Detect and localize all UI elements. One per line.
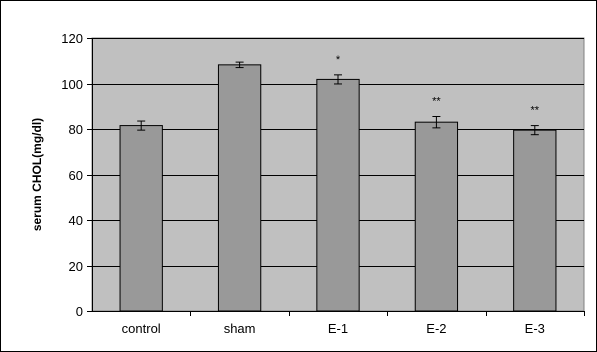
significance-label-E-2: ** xyxy=(432,95,441,107)
axes xyxy=(87,38,585,316)
bar-E-3 xyxy=(513,129,557,312)
x-tick-label-control: control xyxy=(122,321,161,336)
y-tick-label-120: 120 xyxy=(61,31,83,46)
y-axis-label: serum CHOL(mg/dl) xyxy=(30,118,44,231)
bars xyxy=(119,61,557,312)
x-tick-label-E-2: E-2 xyxy=(426,321,446,336)
y-tick-label-40: 40 xyxy=(69,213,83,228)
bar-sham xyxy=(217,64,262,312)
bar-control xyxy=(119,125,163,312)
significance-label-E-3: ** xyxy=(531,105,540,117)
bar-E-2 xyxy=(414,121,459,312)
bar-E-1 xyxy=(316,78,360,312)
y-tick-label-20: 20 xyxy=(69,259,83,274)
y-tick-label-60: 60 xyxy=(69,168,83,183)
x-tick-label-E-3: E-3 xyxy=(525,321,545,336)
y-tick-label-80: 80 xyxy=(69,122,83,137)
tick-labels: 0 20 40 60 80 100 120 control sham * E-1 ** E-2 ** E-3 xyxy=(61,31,545,336)
y-tick-label-100: 100 xyxy=(61,77,83,92)
y-tick-label-0: 0 xyxy=(76,304,83,319)
x-tick-label-E-1: E-1 xyxy=(328,321,348,336)
significance-label-E-1: * xyxy=(336,54,341,66)
x-tick-label-sham: sham xyxy=(224,321,256,336)
